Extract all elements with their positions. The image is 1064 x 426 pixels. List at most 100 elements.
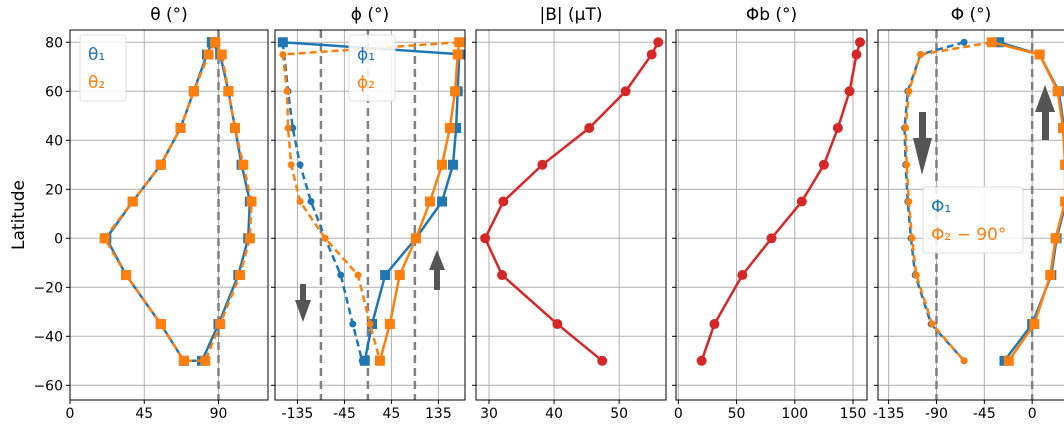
- point: [1060, 159, 1064, 170]
- point: [307, 198, 315, 206]
- x-tick-label: -135: [873, 406, 905, 422]
- point: [452, 49, 463, 60]
- y-axis-label: Latitude: [9, 180, 29, 250]
- panel-title: θ (°): [150, 5, 188, 25]
- point: [552, 319, 563, 330]
- point: [480, 233, 491, 244]
- point: [230, 123, 240, 134]
- point: [908, 234, 916, 242]
- point: [584, 123, 595, 134]
- arrows: [295, 85, 1055, 322]
- plot-area: [476, 30, 666, 400]
- y-tick-label: 80: [45, 35, 63, 51]
- point: [437, 196, 448, 207]
- point: [284, 124, 292, 132]
- legend-label: Φ₂ − 90°: [931, 225, 1006, 245]
- point: [200, 355, 211, 366]
- plot-area: [275, 30, 465, 400]
- point: [203, 49, 214, 60]
- y-tick-label: −40: [33, 329, 63, 345]
- point: [1003, 355, 1014, 366]
- x-tick-label: 100: [781, 406, 808, 422]
- series-line: [281, 42, 364, 362]
- legend-label: θ₁: [88, 45, 105, 65]
- point: [337, 271, 345, 279]
- y-tick-label: −60: [33, 378, 63, 394]
- axes-frame: [69, 29, 269, 401]
- x-tick-label: 45: [382, 406, 400, 422]
- arrow-shaft: [434, 270, 440, 290]
- arrow-down: [295, 300, 311, 322]
- point: [902, 124, 910, 132]
- series-line: [378, 42, 461, 362]
- point: [1045, 270, 1056, 281]
- point: [99, 233, 110, 244]
- x-tick-label: -45: [333, 406, 356, 422]
- arrow-shaft: [1042, 112, 1049, 140]
- point: [380, 270, 391, 281]
- point: [597, 355, 608, 366]
- point: [709, 319, 720, 330]
- series-line: [103, 41, 253, 363]
- point: [988, 38, 996, 46]
- x-tick-label: 0: [674, 406, 683, 422]
- point: [620, 86, 631, 97]
- point: [960, 357, 968, 365]
- legend-label: θ₂: [88, 73, 105, 93]
- x-tick-label: 150: [840, 406, 867, 422]
- point: [444, 123, 455, 134]
- point: [696, 355, 707, 366]
- point: [210, 37, 221, 48]
- point: [384, 319, 395, 330]
- panel: ϕ (°) -135 -45 45 135 ϕ₁ ϕ₂: [271, 5, 466, 422]
- point: [321, 234, 329, 242]
- point: [410, 233, 421, 244]
- point: [425, 196, 436, 207]
- point: [188, 86, 199, 97]
- point: [818, 159, 829, 170]
- x-tick-label: 135: [425, 406, 452, 422]
- arrow-shaft: [919, 112, 926, 138]
- series-line: [904, 41, 992, 362]
- point: [832, 123, 843, 134]
- point: [1052, 86, 1063, 97]
- series-line: [281, 41, 460, 362]
- point: [437, 159, 448, 170]
- point: [296, 198, 304, 206]
- point: [851, 49, 862, 60]
- point: [244, 233, 255, 244]
- point: [1034, 49, 1045, 60]
- point: [1029, 319, 1040, 330]
- point: [175, 123, 186, 134]
- y-tick-label: 20: [45, 182, 63, 198]
- point: [960, 38, 968, 46]
- point: [737, 270, 748, 281]
- point: [498, 196, 509, 207]
- point: [296, 161, 304, 169]
- point: [447, 159, 458, 170]
- point: [155, 319, 166, 330]
- point: [354, 271, 362, 279]
- panel-title: |B| (μT): [540, 5, 603, 25]
- arrow-down: [913, 138, 932, 175]
- point: [279, 38, 287, 46]
- point: [121, 270, 132, 281]
- panel: |B| (μT) 30 40 50: [472, 5, 667, 422]
- x-tick-label: 30: [480, 406, 498, 422]
- point: [855, 37, 866, 48]
- x-tick-label: -135: [282, 406, 314, 422]
- point: [450, 86, 461, 97]
- y-tick-label: −20: [33, 280, 63, 296]
- point: [287, 161, 295, 169]
- point: [238, 159, 249, 170]
- x-tick-label: 45: [135, 406, 153, 422]
- point: [358, 357, 366, 365]
- point: [912, 271, 920, 279]
- legend-label: ϕ₁: [357, 45, 375, 65]
- arrow-up: [429, 250, 445, 270]
- point: [246, 196, 257, 207]
- y-tick-label: 40: [45, 133, 63, 149]
- point: [216, 49, 227, 60]
- x-tick-label: -45: [973, 406, 996, 422]
